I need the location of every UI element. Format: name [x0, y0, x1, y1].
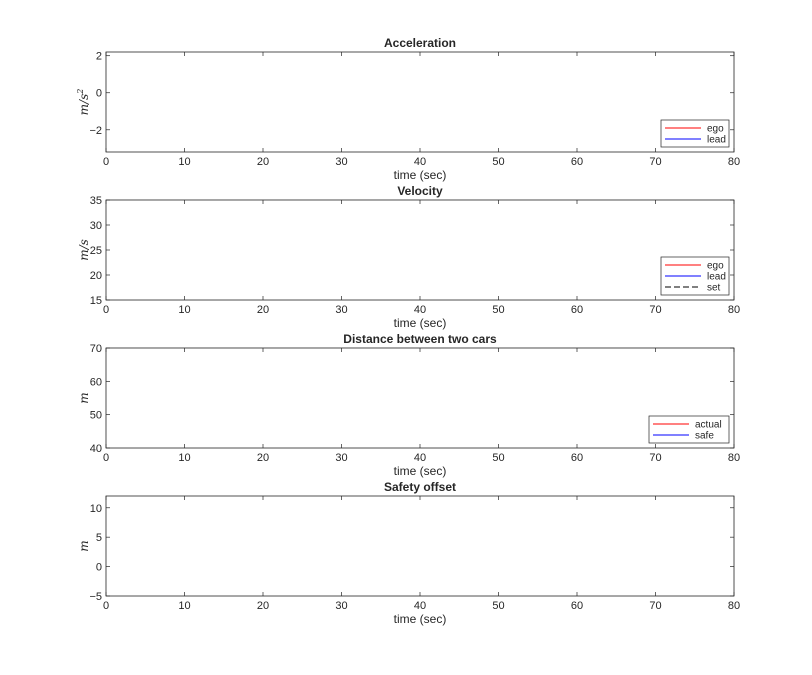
legend-label-lead: lead	[707, 135, 726, 146]
x-tick-label: 60	[571, 452, 583, 464]
legend-label-actual: actual	[695, 420, 722, 431]
y-tick-label: 70	[90, 343, 102, 355]
y-axis-label: m/s2	[76, 89, 91, 116]
x-axis-label: time (sec)	[394, 464, 447, 478]
x-tick-label: 60	[571, 600, 583, 612]
x-tick-label: 40	[414, 304, 426, 316]
y-axis-label: m/s	[77, 239, 91, 261]
subplot-title: Safety offset	[384, 480, 456, 494]
x-tick-label: 10	[178, 600, 190, 612]
x-tick-label: 20	[257, 600, 269, 612]
x-tick-label: 20	[257, 452, 269, 464]
x-tick-label: 0	[103, 304, 109, 316]
subplot-3: 0 10 20 30 40 50 60 70 80 40 50 60 70 Distance betwee…	[77, 332, 740, 478]
y-axis-label: m	[77, 392, 91, 403]
x-tick-label: 50	[492, 600, 504, 612]
y-tick-label: 60	[90, 376, 102, 388]
subplot-title: Velocity	[397, 184, 443, 198]
x-tick-label: 30	[335, 452, 347, 464]
x-tick-label: 0	[103, 600, 109, 612]
x-tick-label: 60	[571, 156, 583, 168]
x-axis-label: time (sec)	[394, 612, 447, 626]
legend-label-ego: ego	[707, 261, 724, 272]
y-axis-label: m	[77, 540, 91, 551]
x-tick-label: 10	[178, 156, 190, 168]
axes-box	[105, 51, 735, 153]
x-tick-label: 80	[728, 600, 740, 612]
y-tick-label: 0	[96, 562, 102, 574]
legend-label-ego: ego	[707, 124, 724, 135]
x-tick-label: 80	[728, 452, 740, 464]
legend-label-set: set	[707, 283, 721, 294]
x-tick-label: 40	[414, 452, 426, 464]
x-tick-label: 10	[178, 304, 190, 316]
x-tick-label: 40	[414, 600, 426, 612]
x-tick-label: 0	[103, 156, 109, 168]
x-tick-label: 30	[335, 304, 347, 316]
y-tick-label: 50	[90, 410, 102, 422]
legend-box	[648, 415, 730, 444]
x-tick-label: 20	[257, 156, 269, 168]
x-tick-label: 70	[649, 600, 661, 612]
y-tick-label: 15	[90, 295, 102, 307]
subplot-title: Acceleration	[384, 36, 456, 50]
x-tick-label: 50	[492, 304, 504, 316]
y-tick-label: 20	[90, 270, 102, 282]
legend-label-safe: safe	[695, 431, 714, 442]
y-tick-label: 25	[90, 245, 102, 257]
x-tick-label: 50	[492, 156, 504, 168]
x-tick-label: 30	[335, 156, 347, 168]
y-tick-label: 10	[90, 503, 102, 515]
y-tick-label: 5	[96, 532, 102, 544]
axes-box	[105, 495, 735, 597]
y-tick-label: −2	[89, 125, 102, 137]
x-tick-label: 60	[571, 304, 583, 316]
legend-label-lead: lead	[707, 272, 726, 283]
axes-box	[105, 199, 735, 301]
subplot-2: 0 10 20 30 40 50 60 70 80 15 20 25 30 35 Velocity time …	[77, 184, 740, 330]
subplot-1: 0 10 20 30 40 50 60 70 80 −2 0 2 Acceleration time (s…	[76, 36, 740, 182]
x-tick-label: 50	[492, 452, 504, 464]
x-tick-label: 70	[649, 452, 661, 464]
x-tick-label: 30	[335, 600, 347, 612]
y-tick-label: 35	[90, 195, 102, 207]
x-axis-label: time (sec)	[394, 168, 447, 182]
y-tick-label: −5	[89, 591, 102, 603]
axes-box	[105, 347, 735, 449]
x-tick-label: 80	[728, 156, 740, 168]
x-tick-label: 70	[649, 156, 661, 168]
x-axis-label: time (sec)	[394, 316, 447, 330]
y-tick-label: 40	[90, 443, 102, 455]
x-tick-label: 0	[103, 452, 109, 464]
legend-box	[660, 119, 730, 148]
x-tick-label: 40	[414, 156, 426, 168]
x-tick-label: 20	[257, 304, 269, 316]
subplot-title: Distance between two cars	[343, 332, 497, 346]
y-tick-label: 30	[90, 220, 102, 232]
x-tick-label: 10	[178, 452, 190, 464]
y-axis-label-superscript: 2	[76, 89, 85, 95]
y-tick-label: 2	[96, 51, 102, 63]
x-tick-label: 80	[728, 304, 740, 316]
x-tick-label: 70	[649, 304, 661, 316]
y-tick-label: 0	[96, 88, 102, 100]
